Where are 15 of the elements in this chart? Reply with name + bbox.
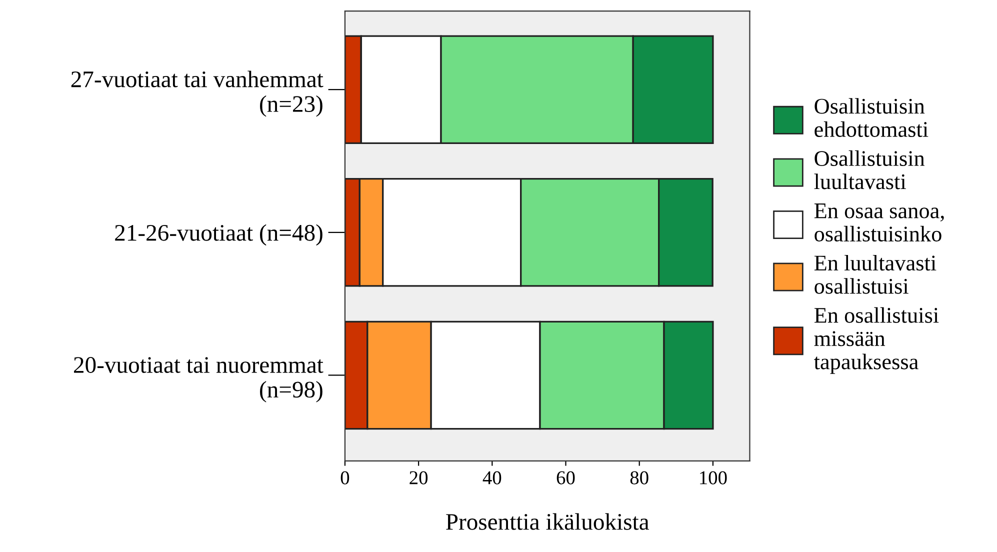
x-axis-title: Prosenttia ikäluokista (446, 513, 649, 530)
x-tick-label: 100 (700, 471, 727, 484)
legend-label: Osallistuisin ehdottomasti (814, 98, 928, 137)
x-tick-label: 60 (556, 471, 575, 484)
legend-label: En osallistuisi missään tapauksessa (814, 307, 939, 374)
legend-label: En luultavasti osallistuisi (814, 254, 936, 294)
x-tick-label: 0 (340, 471, 350, 484)
y-tick-label: 21-26-vuotiaat (n=48) (115, 224, 322, 246)
y-tick-label: 27-vuotiaat tai vanhemmat (n=23) (71, 70, 324, 117)
y-tick-label: 20-vuotiaat tai nuoremmat (n=98) (74, 357, 324, 402)
legend-label: Osallistuisin luultavasti (814, 150, 925, 190)
legend-label: En osaa sanoa, osallistuisinko (814, 204, 944, 242)
x-tick-label: 80 (630, 471, 648, 484)
x-tick-label: 20 (410, 471, 428, 484)
x-tick-label: 40 (482, 471, 502, 484)
